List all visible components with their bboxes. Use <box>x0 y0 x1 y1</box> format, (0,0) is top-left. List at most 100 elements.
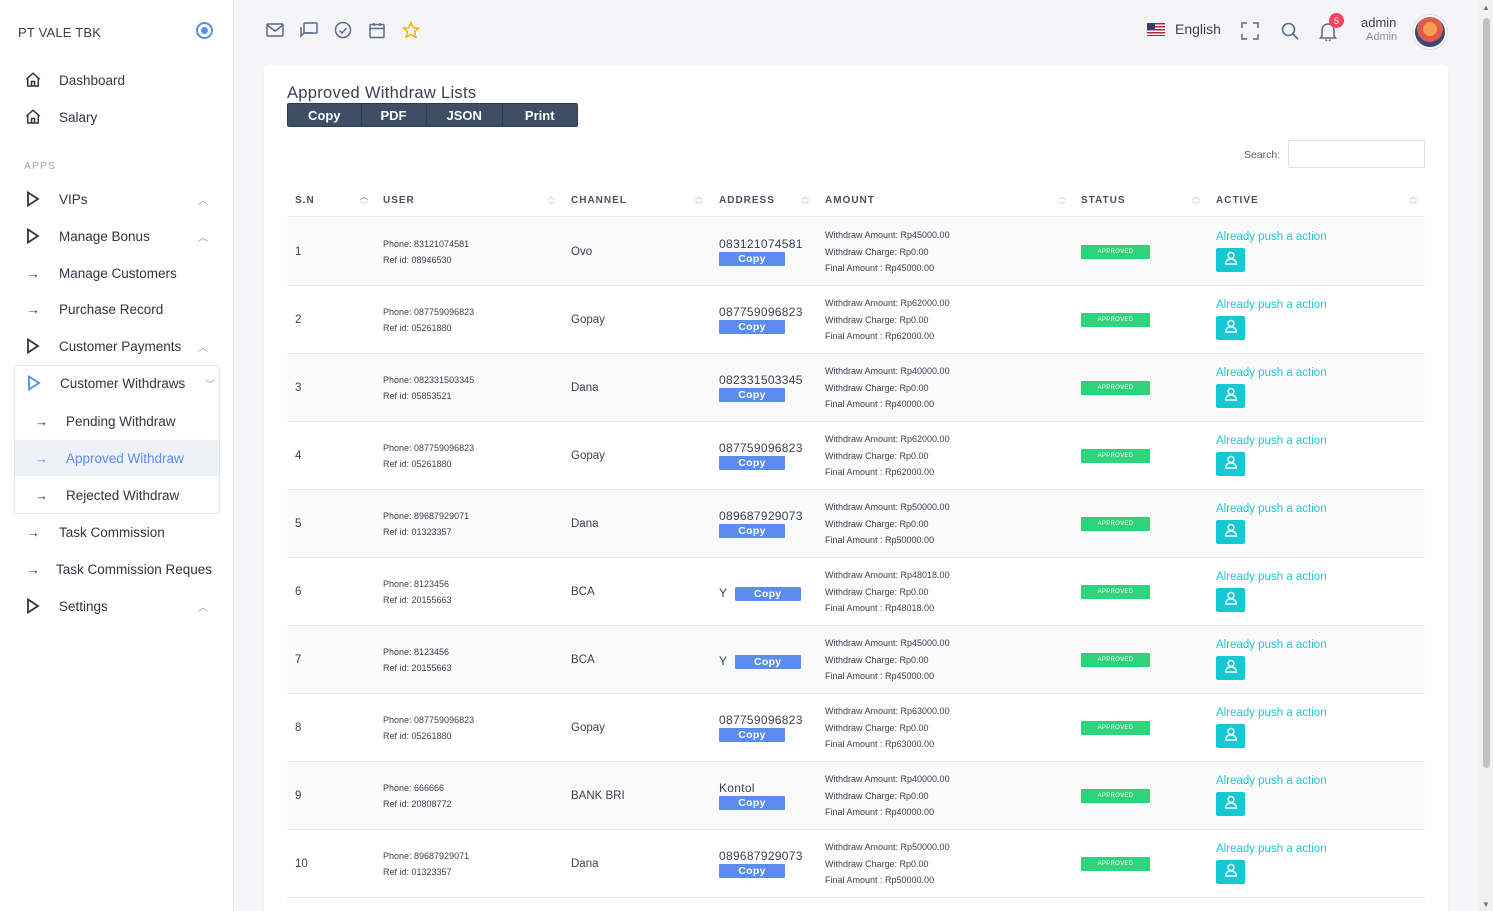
address-value: 089687929073 <box>719 849 803 863</box>
sidebar-item-salary[interactable]: Salary <box>22 105 218 129</box>
status-badge: APPROVED <box>1081 449 1150 463</box>
sort-icon[interactable]: ︿ ﹀ <box>1409 192 1417 210</box>
user-action-button[interactable] <box>1216 384 1245 408</box>
column-header-user[interactable]: USER <box>383 195 415 206</box>
user-action-button[interactable] <box>1216 656 1245 680</box>
scroll-down-icon[interactable]: ▼ <box>1482 900 1490 909</box>
withdraw-amount: Withdraw Amount: Rp45000.00 <box>825 638 950 648</box>
print-button[interactable]: Print <box>502 104 577 126</box>
sidebar-toggle-icon[interactable] <box>196 22 213 39</box>
column-header-status[interactable]: STATUS <box>1081 195 1126 206</box>
fullscreen-icon[interactable] <box>1241 22 1259 45</box>
sidebar-item-purchase-record[interactable]: → Purchase Record <box>22 297 218 321</box>
sidebar-item-manage-bonus[interactable]: Manage Bonus ︿ <box>22 224 218 248</box>
sidebar-subitem-approved-withdraw[interactable]: → Approved Withdraw <box>15 440 219 476</box>
copy-export-button[interactable]: Copy <box>288 104 362 126</box>
amount-cell: Withdraw Amount: Rp40000.00 Withdraw Cha… <box>825 771 950 821</box>
copy-address-button[interactable]: Copy <box>719 320 785 334</box>
withdraw-charge: Withdraw Charge: Rp0.00 <box>825 382 929 393</box>
copy-address-button[interactable]: Copy <box>719 252 785 266</box>
sn-cell: 5 <box>295 518 302 530</box>
sidebar-item-settings[interactable]: Settings ︿ <box>22 594 218 618</box>
copy-address-button[interactable]: Copy <box>719 388 785 402</box>
final-amount: Final Amount : Rp63000.00 <box>825 739 935 749</box>
arrow-right-icon: → <box>35 450 48 466</box>
user-cell: Phone: 89687929071 Ref id: 01323357 <box>383 848 469 880</box>
action-status-text: Already push a action <box>1216 503 1327 515</box>
sidebar-item-label: Customer Withdraws <box>60 375 186 391</box>
user-action-button[interactable] <box>1216 588 1245 612</box>
json-export-button[interactable]: JSON <box>426 104 503 126</box>
copy-address-button[interactable]: Copy <box>719 796 785 810</box>
user-ref-id: Ref id: 20155663 <box>383 595 452 605</box>
sidebar-item-customer-payments[interactable]: Customer Payments ︿ <box>22 334 218 358</box>
sidebar-item-task-commission[interactable]: → Task Commission <box>22 520 218 544</box>
amount-cell: Withdraw Amount: Rp63000.00 Withdraw Cha… <box>825 703 950 753</box>
chevron-up-icon: ︿ <box>198 342 208 354</box>
user-phone: Phone: 89687929071 <box>383 851 470 861</box>
user-action-button[interactable] <box>1216 452 1245 476</box>
language-selector[interactable]: English <box>1147 21 1221 37</box>
pdf-export-button[interactable]: PDF <box>361 104 427 126</box>
user-ref-id: Ref id: 05261880 <box>383 459 452 469</box>
column-header-channel[interactable]: CHANNEL <box>571 195 627 206</box>
column-header-active[interactable]: ACTIVE <box>1216 195 1259 206</box>
user-action-button[interactable] <box>1216 520 1245 544</box>
play-icon <box>22 336 44 356</box>
star-icon[interactable] <box>401 20 421 40</box>
column-header-amount[interactable]: AMOUNT <box>825 195 875 206</box>
user-action-button[interactable] <box>1216 860 1245 884</box>
sidebar-item-label: Settings <box>59 598 108 614</box>
calendar-icon[interactable] <box>367 20 387 40</box>
status-badge: APPROVED <box>1081 857 1150 871</box>
withdraw-charge: Withdraw Charge: Rp0.00 <box>825 858 929 869</box>
final-amount: Final Amount : Rp45000.00 <box>825 671 935 681</box>
scrollbar-thumb[interactable] <box>1483 18 1490 768</box>
sn-cell: 3 <box>295 382 302 394</box>
page-scrollbar[interactable]: ▲ ▼ <box>1479 0 1493 911</box>
chevron-up-icon: ︿ <box>198 602 208 614</box>
withdraw-amount: Withdraw Amount: Rp63000.00 <box>825 706 950 716</box>
sort-icon[interactable]: ︿ ﹀ <box>801 192 809 210</box>
copy-address-button[interactable]: Copy <box>734 587 801 601</box>
chat-icon[interactable] <box>299 20 319 40</box>
customer-withdraws-group: Customer Withdraws ﹀ → Pending Withdraw … <box>14 365 220 514</box>
user-action-button[interactable] <box>1216 724 1245 748</box>
copy-address-button[interactable]: Copy <box>719 524 785 538</box>
address-cell: 082331503345 Copy <box>719 373 803 402</box>
search-input[interactable] <box>1288 140 1425 168</box>
copy-address-button[interactable]: Copy <box>719 864 785 878</box>
sidebar-item-vips[interactable]: VIPs ︿ <box>22 187 218 211</box>
user-action-button[interactable] <box>1216 316 1245 340</box>
table-row: 3 Phone: 082331503345 Ref id: 05853521 D… <box>287 354 1425 422</box>
sort-icon[interactable]: ︿ ﹀ <box>1058 192 1066 210</box>
search-icon[interactable] <box>1281 22 1299 45</box>
sidebar-subitem-rejected-withdraw[interactable]: → Rejected Withdraw <box>15 477 219 513</box>
sidebar-subitem-pending-withdraw[interactable]: → Pending Withdraw <box>15 403 219 439</box>
sn-cell: 7 <box>295 654 302 666</box>
column-header-sn[interactable]: S.N <box>295 195 315 206</box>
user-phone: Phone: 082331503345 <box>383 375 475 385</box>
sidebar-item-dashboard[interactable]: Dashboard <box>22 68 218 92</box>
arrow-right-icon: → <box>26 561 40 577</box>
brand-name: PT VALE TBK <box>18 25 102 40</box>
column-header-address[interactable]: ADDRESS <box>719 195 775 206</box>
sort-icon[interactable]: ︿ ﹀ <box>547 192 555 210</box>
copy-address-button[interactable]: Copy <box>719 456 785 470</box>
scroll-up-icon[interactable]: ▲ <box>1482 3 1490 12</box>
sidebar-item-customer-withdraws[interactable]: Customer Withdraws ﹀ <box>23 371 219 395</box>
sidebar-item-manage-customers[interactable]: → Manage Customers <box>22 261 218 285</box>
user-action-button[interactable] <box>1216 248 1245 272</box>
avatar[interactable] <box>1413 15 1447 49</box>
copy-address-button[interactable]: Copy <box>719 728 785 742</box>
user-action-button[interactable] <box>1216 792 1245 816</box>
sort-icon[interactable]: ︿ ﹀ <box>1192 192 1200 210</box>
check-circle-icon[interactable] <box>333 20 353 40</box>
play-icon <box>23 373 45 393</box>
withdraw-charge: Withdraw Charge: Rp0.00 <box>825 722 929 733</box>
mail-icon[interactable] <box>265 20 285 40</box>
sidebar-item-task-commission-request[interactable]: → Task Commission Reques <box>22 557 222 581</box>
sort-icon[interactable]: ︿ ﹀ <box>360 192 368 210</box>
sort-icon[interactable]: ︿ ﹀ <box>695 192 703 210</box>
copy-address-button[interactable]: Copy <box>734 655 801 669</box>
